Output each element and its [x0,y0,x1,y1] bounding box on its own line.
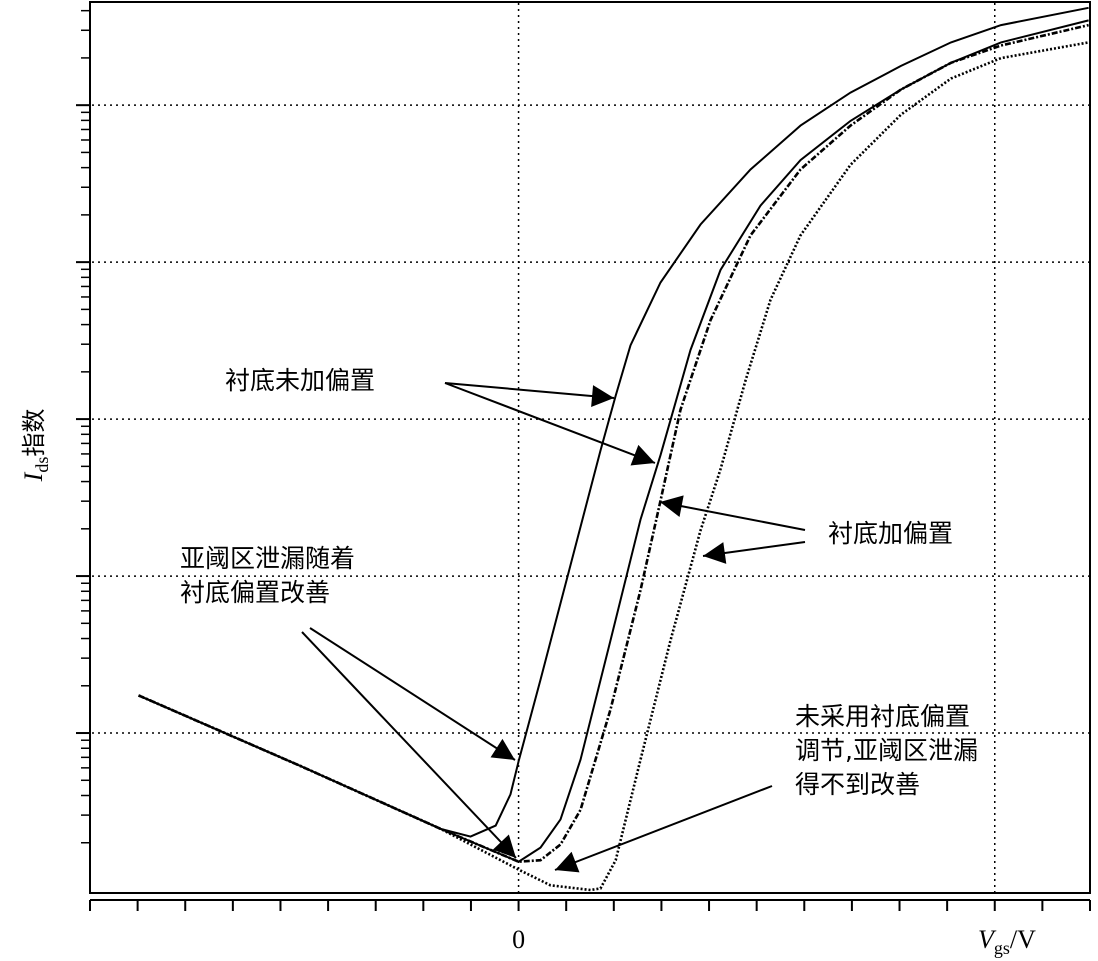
y-label-main: I [19,471,48,482]
annotation: 衬底加偏置 [828,519,953,548]
x-label-main: V [978,925,997,954]
x-label-rest: /V [1010,925,1036,954]
y-axis-label: Ids指数 [19,409,52,483]
x-tick-label: 0 [512,925,525,954]
curve [138,6,1089,838]
arrow [444,382,656,466]
annotation: 衬底未加偏置 [225,366,375,395]
annotation: 得不到改善 [795,770,920,799]
x-axis-label: Vgs/V [978,925,1036,958]
annotation: 调节,亚阈区泄漏 [795,736,978,765]
y-label-sub: ds [32,457,52,473]
plot-frame [89,1,1091,894]
y-label-rest: 指数 [20,409,48,457]
arrow [659,495,806,531]
arrow [309,627,516,761]
arrow [554,785,773,873]
annotation: 亚阈区泄漏随着 [180,544,355,573]
x-label-sub: gs [994,938,1010,958]
curve [138,41,1089,892]
curve [138,23,1089,864]
annotation: 衬底偏置改善 [180,578,330,607]
arrow [301,631,517,859]
curve [138,19,1089,863]
annotation: 未采用衬底偏置 [795,702,970,731]
arrow [444,382,615,408]
arrows [301,382,806,873]
arrow [702,541,806,564]
